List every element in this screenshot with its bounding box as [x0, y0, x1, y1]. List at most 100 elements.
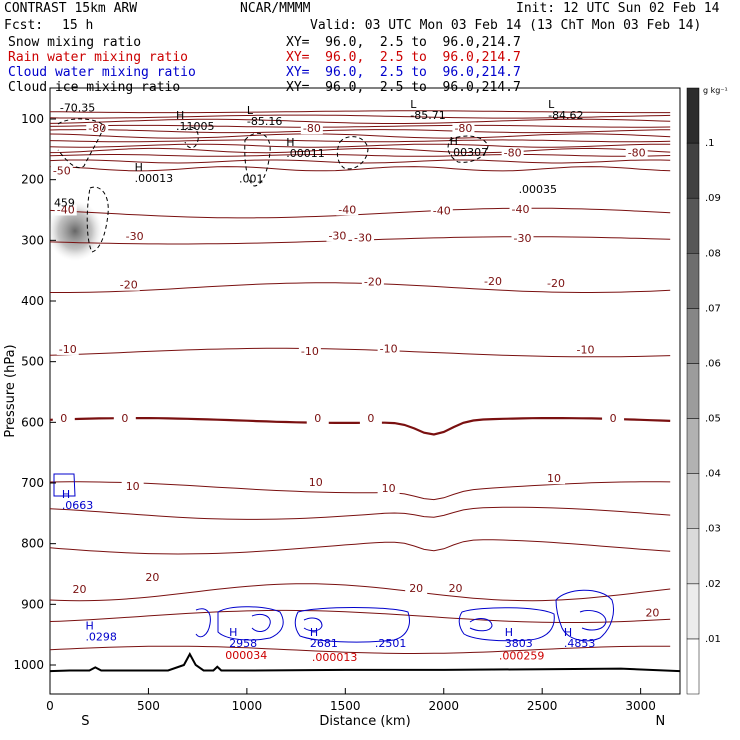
isotherm-label: 0: [121, 412, 128, 425]
extremum-marker: H: [564, 626, 572, 639]
isotherm-label-bg: [56, 343, 79, 355]
cloud-water-contour: [195, 608, 211, 638]
colorbar-swatch: [686, 473, 700, 529]
isotherm-line: [49, 114, 671, 119]
isotherm-label-bg: [300, 123, 323, 135]
extremum-value: 2681: [310, 637, 338, 650]
isotherm-line: [49, 133, 671, 139]
extremum-value: -85.71: [410, 109, 445, 122]
isotherm-line: [49, 166, 671, 172]
isotherm-label-bg: [50, 165, 73, 177]
isotherm-label-bg: [511, 232, 534, 244]
y-tick-label: 1000: [13, 658, 44, 672]
field-name-snow: Snow mixing ratio: [8, 35, 142, 50]
isotherm-label: -20: [547, 277, 565, 290]
cloud-water-contour: [555, 589, 614, 642]
isotherm-label-bg: [452, 123, 475, 135]
colorbar-level: .05: [705, 414, 721, 425]
cloud-ice-contour: [184, 126, 199, 149]
isotherm-label-bg: [352, 232, 375, 244]
isotherm-label-bg: [501, 147, 524, 159]
isotherm-label: -80: [454, 122, 472, 135]
extremum-value: .00035: [519, 183, 558, 196]
isotherm-label: 20: [449, 582, 463, 595]
extremum-value: .001: [239, 173, 264, 186]
terrain-group: [49, 651, 681, 673]
terrain-line: [49, 651, 681, 673]
isotherm-label-bg: [117, 279, 140, 291]
extremum-value: .0663: [62, 499, 94, 512]
isotherm-line: [49, 154, 671, 157]
colorbar-swatch: [686, 528, 700, 585]
extremum-value: 3803: [505, 637, 533, 650]
isotherm-line: [49, 506, 671, 520]
extremum-marker: L: [247, 104, 254, 117]
cloud-water-contour: [303, 617, 323, 632]
extremum-value: .000259: [499, 650, 545, 663]
isotherm-line: [49, 143, 671, 148]
isotherm-label: 20: [409, 582, 423, 595]
colorbar-level: .07: [705, 303, 721, 314]
colorbar-level: .01: [705, 634, 721, 645]
isotherm-line: [50, 282, 671, 293]
isotherm-label: -30: [514, 232, 532, 245]
isotherm-line: [49, 118, 671, 124]
isotherm-label: 20: [73, 583, 87, 596]
cloud-ice-contour: [57, 118, 105, 168]
isotherm-label: 10: [547, 472, 561, 485]
isotherm-line: [49, 147, 671, 154]
colorbar-level: .03: [705, 524, 721, 535]
isotherm-label-bg: [377, 482, 400, 494]
fcst-label: Fcst:: [4, 18, 44, 33]
extremum-value: .00011: [286, 147, 325, 160]
cloud-ice-contour: [447, 135, 489, 163]
isotherm-label-bg: [86, 123, 109, 135]
colorbar-swatch: [686, 197, 700, 254]
isotherm-label: 0: [60, 412, 67, 425]
y-tick-label: 400: [21, 294, 44, 308]
x-tick-label: 3000: [625, 699, 656, 713]
center-title: NCAR/MMMM: [240, 1, 311, 16]
extremum-marker: L: [410, 98, 417, 111]
extremum-marker: H: [135, 161, 143, 174]
colorbar: .01 .02 .03 .04 .05 .06 .07 .08 .09 .1 g kg⁻¹: [686, 86, 728, 695]
x-tick-label: 1500: [330, 699, 361, 713]
extremum-value: .2501: [375, 637, 407, 650]
extremum-value: .11005: [176, 120, 215, 133]
plot-frame: [49, 87, 681, 695]
y-tick-label: 500: [21, 355, 44, 369]
isotherm-label: 10: [382, 482, 396, 495]
x-tick-label: 2500: [527, 699, 558, 713]
isotherm-line: [49, 539, 671, 555]
isotherm-label: -80: [303, 122, 321, 135]
isotherm-label-bg: [113, 413, 136, 425]
colorbar-swatch: [686, 142, 700, 199]
extremum-marker: H: [229, 626, 237, 639]
y-tick-label: 300: [21, 233, 44, 247]
extremum-value: 459: [54, 196, 75, 209]
isotherm-label-bg: [68, 584, 91, 596]
isotherm-label: -80: [88, 122, 106, 135]
isotherm-label-bg: [602, 413, 625, 425]
extremum-marker: H: [176, 109, 184, 122]
isotherm-label: 10: [126, 480, 140, 493]
isotherm-label: -40: [57, 203, 75, 216]
extremum-value: .00307: [450, 146, 489, 159]
extremum-value: -85.16: [247, 115, 282, 128]
isotherm-label-bg: [641, 607, 664, 619]
extremum-marker: L: [548, 98, 555, 111]
isotherm-label: -20: [120, 279, 138, 292]
valid-time: Valid: 03 UTC Mon 03 Feb 14 (13 ChT Mon …: [310, 18, 702, 33]
x-tick-label: 0: [46, 699, 54, 713]
isotherm-label: -40: [338, 203, 356, 216]
isotherm-label-bg: [543, 473, 565, 485]
field-xy-rain: XY= 96.0, 2.5 to 96.0,214.7: [286, 50, 521, 65]
y-tick-label: 900: [21, 597, 44, 611]
cloud-water-contour: [458, 607, 555, 642]
colorbar-unit: g kg⁻¹: [703, 86, 728, 95]
isotherm-line: [49, 645, 671, 654]
isotherm-label-bg: [306, 413, 329, 425]
cloud-water-contour: [579, 609, 607, 631]
isotherm-label-bg: [444, 582, 467, 594]
